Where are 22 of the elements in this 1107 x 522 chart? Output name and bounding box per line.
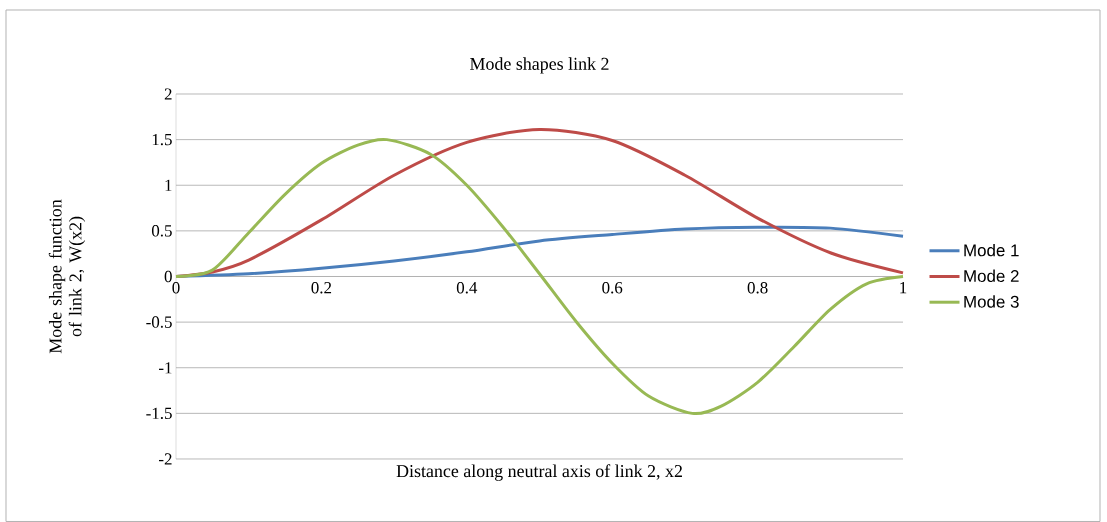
- x-tick-label: 0.2: [311, 282, 332, 294]
- y-tick-label: -0.5: [146, 316, 172, 328]
- y-tick-label: 0.5: [151, 225, 172, 237]
- x-tick-label: 0: [172, 282, 180, 294]
- x-tick-label: 0.4: [456, 282, 478, 294]
- y-tick-label: 0: [164, 270, 172, 283]
- legend-label: Mode 3: [964, 295, 1019, 308]
- y-tick-label: -2: [159, 453, 172, 465]
- y-tick-label: 2: [164, 88, 172, 100]
- y-tick-label: -1: [159, 362, 172, 374]
- x-axis-title: Distance along neutral axis of link 2, x2: [396, 464, 682, 481]
- y-tick-label: -1.5: [146, 407, 172, 420]
- y-tick-label: 1: [165, 179, 172, 191]
- legend-label: Mode 2: [964, 269, 1019, 283]
- legend-label: Mode 1: [964, 243, 1019, 257]
- y-tick-label: 1.5: [152, 133, 172, 146]
- x-tick-label: 1: [900, 281, 907, 294]
- chart-title: Mode shapes link 2: [470, 57, 609, 74]
- line-series: [174, 137, 905, 415]
- x-tick-label: 0.8: [747, 282, 768, 294]
- x-tick-label: 0.6: [602, 282, 623, 294]
- y-axis-title: Mode shape function of link 2, W(x2): [48, 199, 86, 354]
